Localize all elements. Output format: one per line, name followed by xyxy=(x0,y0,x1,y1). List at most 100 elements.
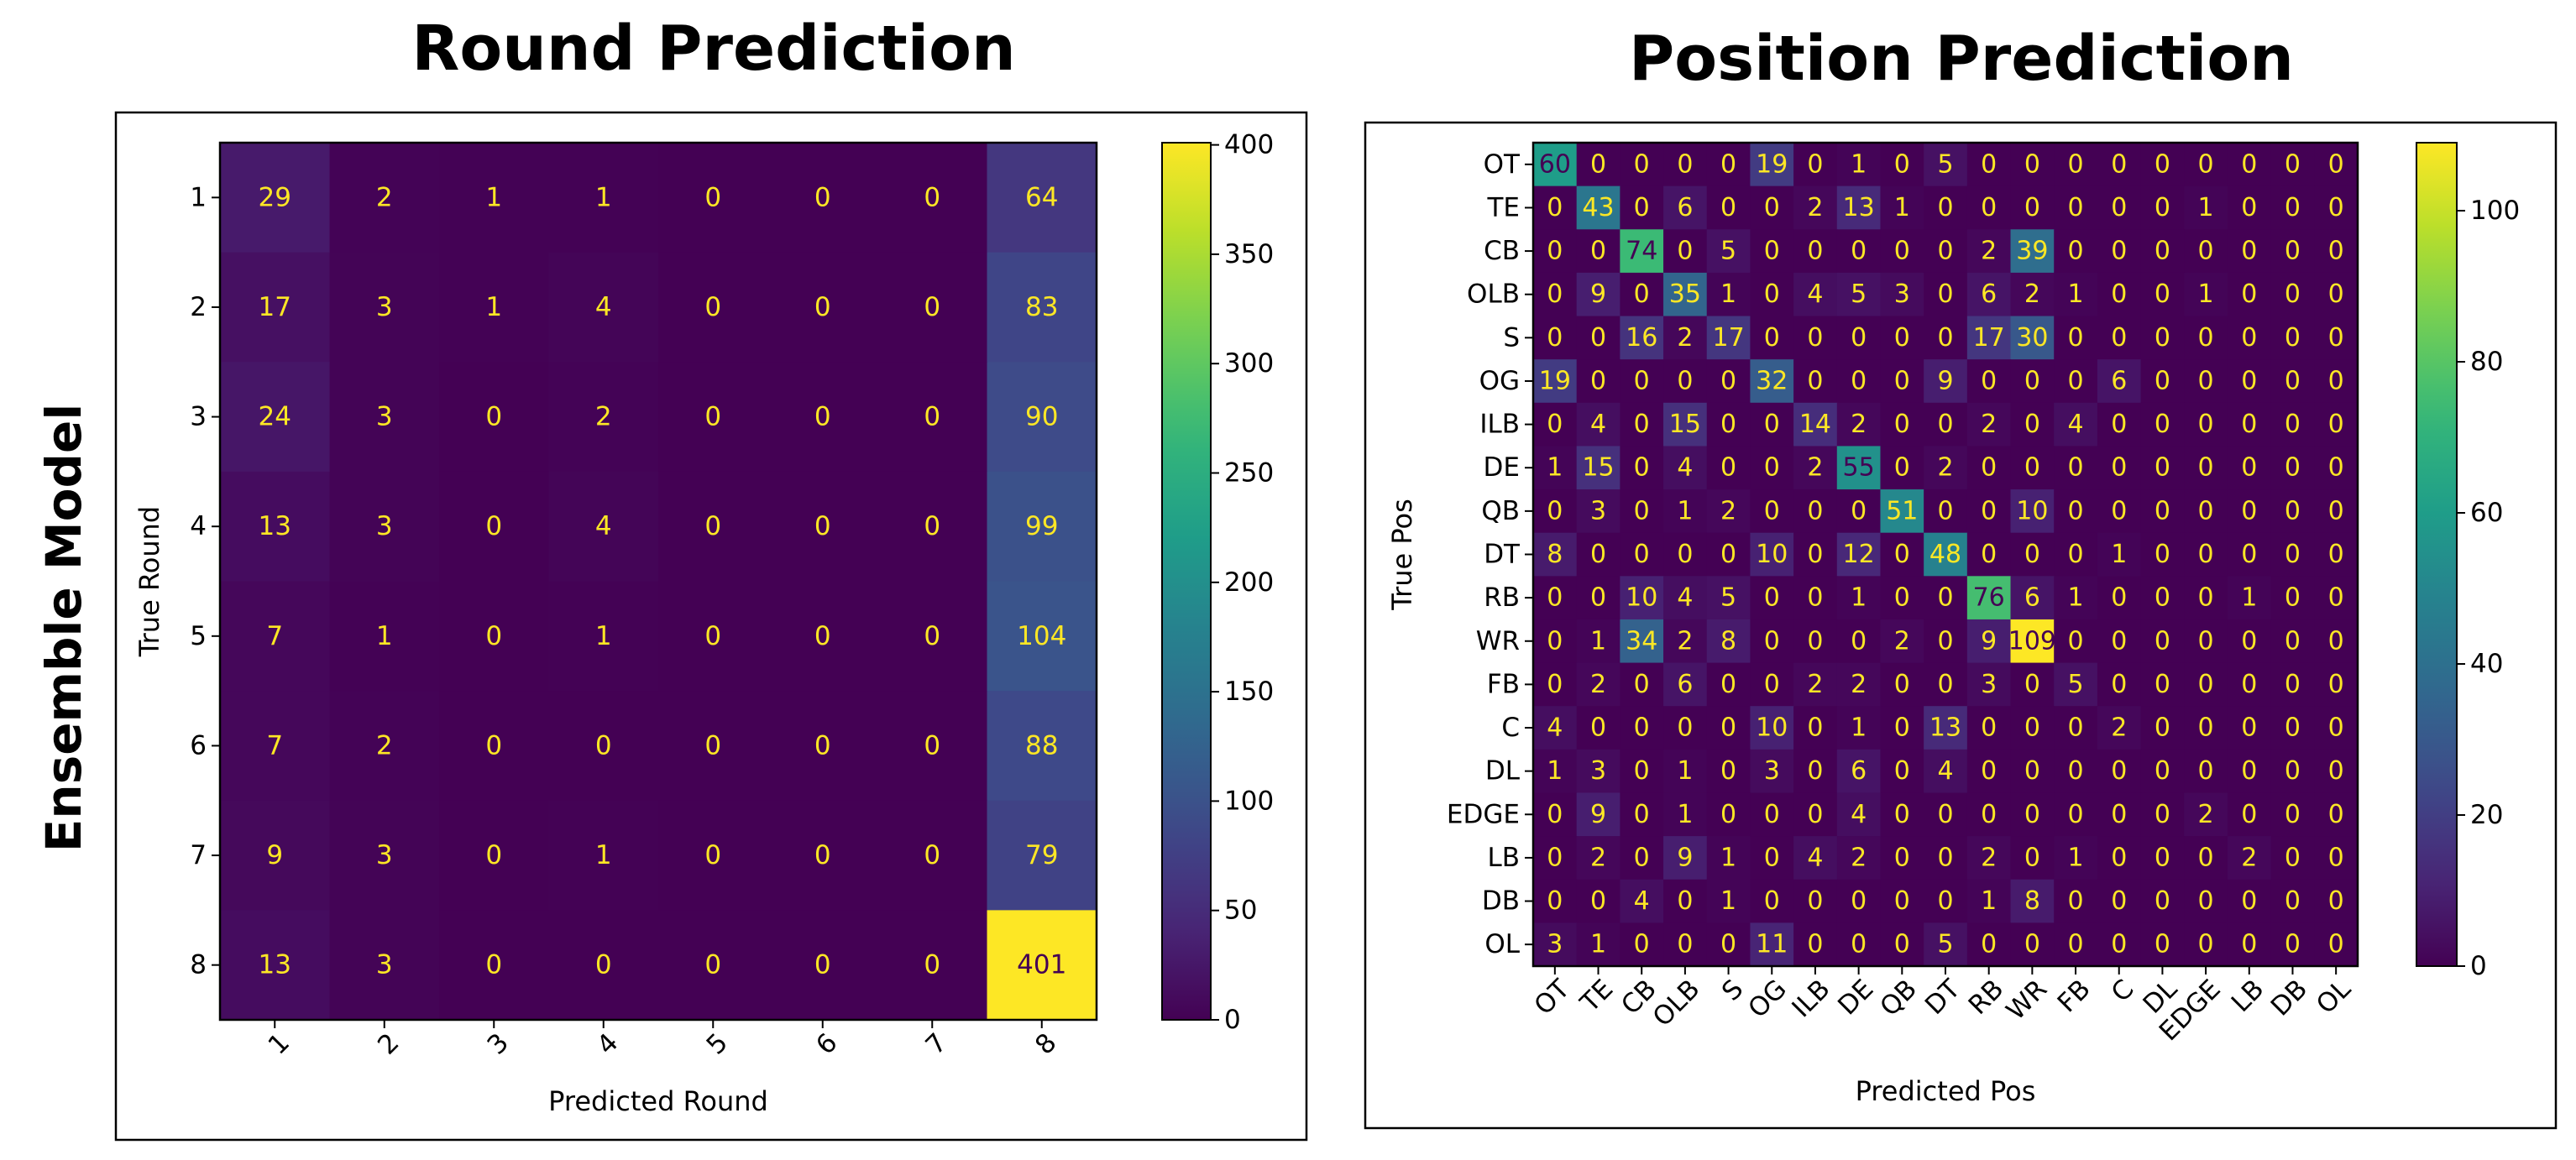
heatmap-cell xyxy=(2140,749,2185,794)
heatmap-cell xyxy=(1793,619,1838,664)
heatmap-cell xyxy=(1880,489,1924,534)
heatmap-cell xyxy=(2314,706,2359,750)
heatmap-cell xyxy=(2227,316,2272,360)
heatmap-cell xyxy=(1533,619,1578,664)
cell-value-label: 0 xyxy=(1937,843,1953,872)
x-tick-label: 6 xyxy=(810,1027,843,1060)
heatmap-cell xyxy=(1533,532,1578,577)
heatmap-cell xyxy=(2227,272,2272,317)
cell-value-label: 1 xyxy=(1677,756,1693,786)
heatmap-cell xyxy=(1663,316,1708,360)
heatmap-cell xyxy=(658,910,769,1021)
heatmap-cell xyxy=(1576,316,1620,360)
heatmap-cell xyxy=(1966,185,2012,230)
heatmap-cell xyxy=(2140,229,2185,274)
cell-value-label: 0 xyxy=(1720,366,1736,395)
cell-value-label: 0 xyxy=(2155,280,2170,309)
cell-value-label: 0 xyxy=(1937,237,1953,266)
y-tick-label: WR xyxy=(1476,626,1520,656)
cell-value-label: 0 xyxy=(2285,886,2301,916)
heatmap-cell xyxy=(439,252,550,363)
cell-value-label: 0 xyxy=(1937,323,1953,353)
cell-value-label: 0 xyxy=(2328,149,2344,179)
cell-value-label: 4 xyxy=(1590,410,1606,439)
cell-value-label: 0 xyxy=(704,950,721,980)
heatmap-cell xyxy=(1663,792,1708,837)
cell-value-label: 0 xyxy=(2155,843,2170,872)
heatmap-cell xyxy=(2184,359,2228,404)
heatmap-cell xyxy=(1966,662,2012,707)
cell-value-label: 0 xyxy=(814,182,831,212)
heatmap-cell xyxy=(1924,662,1968,707)
cell-value-label: 32 xyxy=(1756,366,1788,395)
cell-value-label: 0 xyxy=(2328,756,2344,786)
cell-value-label: 0 xyxy=(2198,410,2214,439)
cell-value-label: 1 xyxy=(595,621,612,651)
cell-value-label: 0 xyxy=(924,511,940,541)
heatmap-cell xyxy=(2097,749,2142,794)
colorbar-tick-label: 150 xyxy=(1224,677,1274,707)
cell-value-label: 0 xyxy=(924,730,940,760)
cell-value-label: 64 xyxy=(1025,182,1058,212)
cell-value-label: 0 xyxy=(1894,843,1910,872)
heatmap-cell xyxy=(1793,749,1838,794)
cell-value-label: 0 xyxy=(1764,800,1780,829)
heatmap-cell xyxy=(2010,143,2055,187)
cell-value-label: 0 xyxy=(1590,540,1606,569)
heatmap-cell xyxy=(2054,272,2098,317)
heatmap-cell xyxy=(2270,446,2315,490)
cell-value-label: 0 xyxy=(485,511,502,541)
x-axis-label: Predicted Round xyxy=(548,1085,768,1117)
cell-value-label: 0 xyxy=(1937,280,1953,309)
heatmap-cell xyxy=(2010,359,2055,404)
heatmap-cell xyxy=(1706,706,1751,750)
heatmap-cell xyxy=(1836,706,1882,750)
heatmap-cell xyxy=(2010,489,2055,534)
heatmap-cell xyxy=(2270,749,2315,794)
cell-value-label: 2 xyxy=(1981,410,1997,439)
panel-frame xyxy=(1364,121,2558,1130)
cell-value-label: 1 xyxy=(2068,583,2084,613)
cell-value-label: 4 xyxy=(1677,583,1693,613)
heatmap-cell xyxy=(329,581,440,692)
cell-value-label: 0 xyxy=(1547,237,1563,266)
cell-value-label: 401 xyxy=(1017,950,1066,980)
cell-value-label: 1 xyxy=(1590,626,1606,656)
heatmap-cell xyxy=(1750,446,1794,490)
heatmap-cell xyxy=(1706,359,1751,404)
heatmap-cell xyxy=(2227,576,2272,620)
heatmap-cell xyxy=(1924,316,1968,360)
heatmap-cell xyxy=(1836,316,1882,360)
heatmap-cell xyxy=(2227,749,2272,794)
heatmap-cell xyxy=(1533,792,1578,837)
heatmap-cell xyxy=(1663,922,1708,967)
colorbar-tick-label: 200 xyxy=(1224,567,1274,598)
heatmap-cell xyxy=(658,691,769,802)
cell-value-label: 0 xyxy=(2155,670,2170,699)
cell-value-label: 0 xyxy=(1764,496,1780,525)
cell-value-label: 0 xyxy=(2155,886,2170,916)
cell-value-label: 83 xyxy=(1025,292,1058,322)
cell-value-label: 0 xyxy=(2285,930,2301,959)
cell-value-label: 7 xyxy=(266,621,283,651)
heatmap-cell xyxy=(1966,229,2012,274)
y-tick-label: S xyxy=(1503,322,1520,353)
heatmap-cell xyxy=(1620,576,1664,620)
cell-values: 60 0 0 0 0 19 0 1 0 5 0 0 0 0 0 0 0 0 00 43 0 6 0 0 2 13 1 0 0 0 0 0 0 1 0… xyxy=(1539,149,2344,959)
heatmap-cell xyxy=(1793,532,1838,577)
heatmap-cell xyxy=(439,143,550,253)
cell-value-label: 0 xyxy=(2241,713,2257,743)
cell-value-label: 0 xyxy=(1937,193,1953,222)
cell-value-label: 0 xyxy=(2285,583,2301,613)
cell-value-label: 0 xyxy=(1764,323,1780,353)
cell-value-label: 0 xyxy=(2198,453,2214,483)
cell-value-label: 0 xyxy=(2155,453,2170,483)
heatmap-cell xyxy=(1533,706,1578,750)
heatmap-cell xyxy=(1576,489,1620,534)
heatmap-cell xyxy=(1576,619,1620,664)
heatmap-cell xyxy=(1620,143,1664,187)
cell-value-label: 0 xyxy=(1634,713,1650,743)
cell-value-label: 0 xyxy=(2285,626,2301,656)
